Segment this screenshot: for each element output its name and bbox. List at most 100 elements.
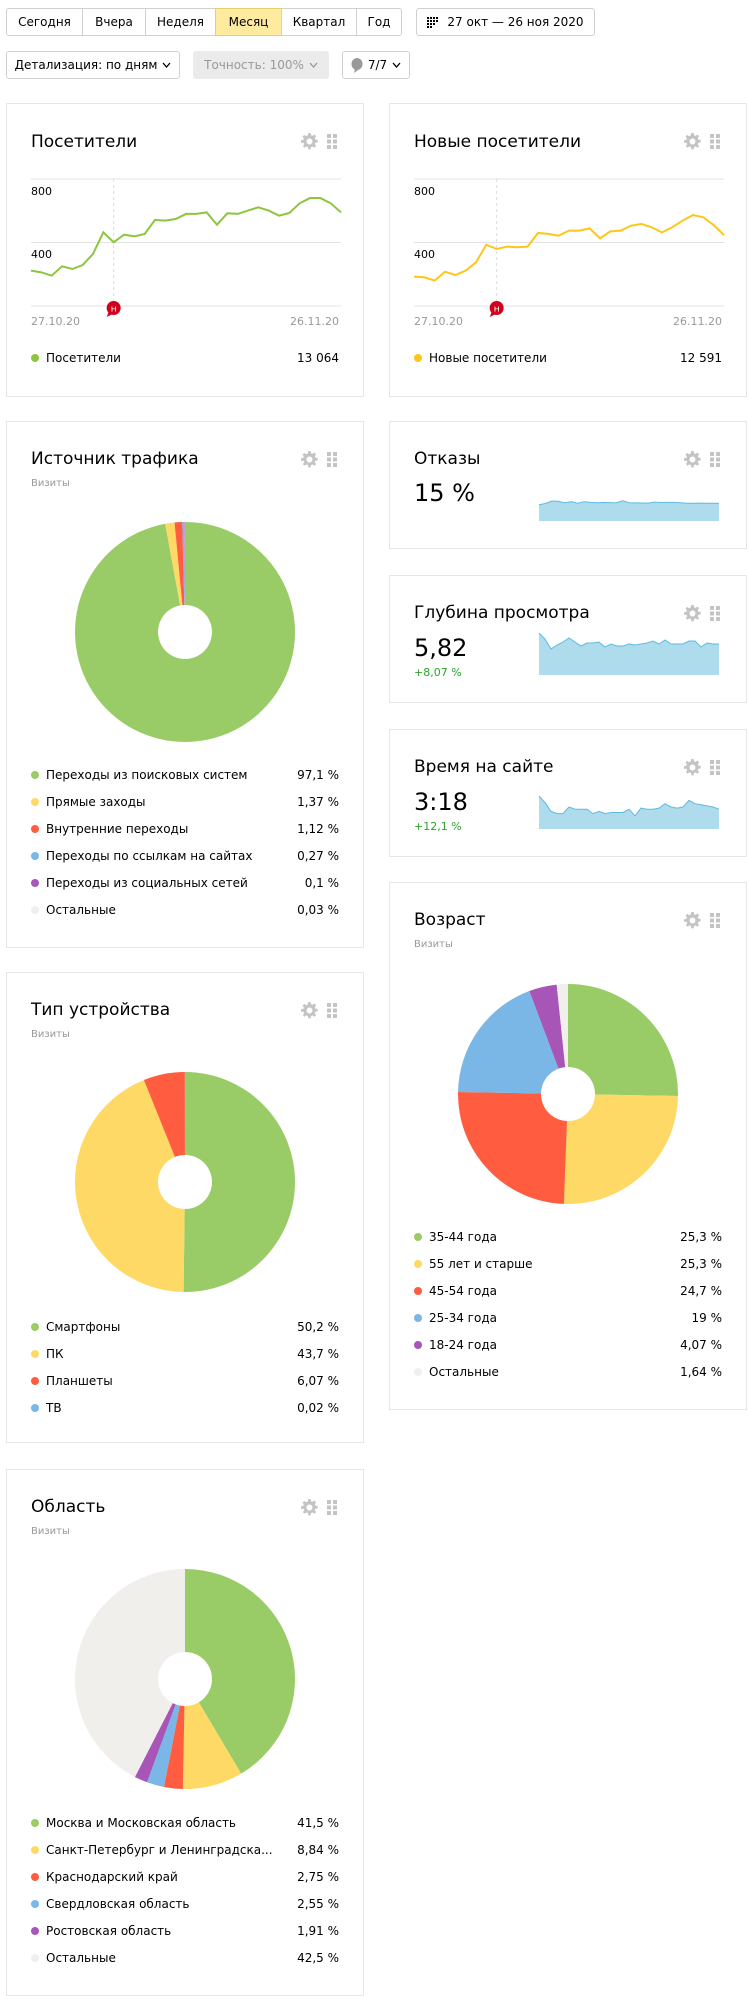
legend-dot: [31, 1323, 39, 1331]
pie-slice[interactable]: [147, 1679, 185, 1787]
pie-slice[interactable]: [185, 1569, 295, 1774]
drag-handle-icon[interactable]: [710, 913, 720, 928]
legend-item[interactable]: Посетители 13 064: [31, 349, 339, 367]
legend-item[interactable]: Москва и Московская область 41,5 %: [31, 1814, 339, 1832]
pie-slice[interactable]: [74, 1569, 185, 1777]
legend-item[interactable]: 35-44 года 25,3 %: [414, 1228, 722, 1246]
legend-value: 13 064: [297, 351, 339, 365]
drag-handle-icon[interactable]: [710, 760, 720, 775]
pie-slice[interactable]: [184, 522, 185, 632]
legend-label: Краснодарский край: [46, 1870, 178, 1884]
legend-item[interactable]: ТВ 0,02 %: [31, 1399, 339, 1417]
period-week-button[interactable]: Неделя: [145, 8, 216, 36]
legend-item[interactable]: Переходы по ссылкам на сайтах 0,27 %: [31, 847, 339, 865]
settings-gear-icon[interactable]: [684, 451, 701, 468]
pie-slice[interactable]: [556, 984, 568, 1094]
legend-label: Переходы из социальных сетей: [46, 876, 248, 890]
legend-dot: [414, 1233, 422, 1241]
detail-dropdown[interactable]: Детализация: по дням: [6, 51, 180, 79]
legend-value: 97,1 %: [297, 768, 339, 782]
legend-item[interactable]: Остальные 1,64 %: [414, 1363, 722, 1381]
legend-item[interactable]: Остальные 0,03 %: [31, 901, 339, 919]
widget-title: Источник трафика: [31, 449, 199, 469]
segments-dropdown[interactable]: 7/7: [342, 51, 410, 79]
legend-value: 2,55 %: [297, 1897, 339, 1911]
chevron-down-icon: [162, 62, 171, 68]
legend-item[interactable]: 18-24 года 4,07 %: [414, 1336, 722, 1354]
legend-dot: [31, 1927, 39, 1935]
legend-item[interactable]: ПК 43,7 %: [31, 1345, 339, 1363]
accuracy-dropdown[interactable]: Точность: 100%: [193, 51, 329, 79]
pie-slice[interactable]: [165, 522, 185, 632]
legend-dot: [31, 879, 39, 887]
pie-slice[interactable]: [568, 984, 678, 1097]
holiday-marker[interactable]: н: [106, 301, 121, 317]
period-today-button[interactable]: Сегодня: [6, 8, 83, 36]
legend-value: 42,5 %: [297, 1951, 339, 1965]
legend-dot: [414, 354, 422, 362]
legend-dot: [31, 354, 39, 362]
period-year-button[interactable]: Год: [356, 8, 402, 36]
holiday-label: н: [494, 305, 500, 315]
drag-handle-icon[interactable]: [710, 452, 720, 467]
legend-item[interactable]: 45-54 года 24,7 %: [414, 1282, 722, 1300]
legend-item[interactable]: Планшеты 6,07 %: [31, 1372, 339, 1390]
legend-item[interactable]: Внутренние переходы 1,12 %: [31, 820, 339, 838]
period-quarter-button[interactable]: Квартал: [281, 8, 357, 36]
legend-value: 1,64 %: [680, 1365, 722, 1379]
settings-gear-icon[interactable]: [301, 133, 318, 150]
legend-item[interactable]: Новые посетители 12 591: [414, 349, 722, 367]
legend-item[interactable]: 25-34 года 19 %: [414, 1309, 722, 1327]
legend-item[interactable]: Переходы из поисковых систем 97,1 %: [31, 766, 339, 784]
pie-slice[interactable]: [458, 1091, 568, 1204]
pie-slice[interactable]: [183, 1072, 296, 1292]
settings-gear-icon[interactable]: [301, 1002, 318, 1019]
pie-slice[interactable]: [458, 991, 568, 1094]
drag-handle-icon[interactable]: [327, 452, 337, 467]
period-yesterday-button[interactable]: Вчера: [82, 8, 146, 36]
legend-item[interactable]: Свердловская область 2,55 %: [31, 1895, 339, 1913]
pie-hole: [158, 1652, 212, 1706]
holiday-marker[interactable]: н: [489, 301, 504, 317]
pie-slice[interactable]: [529, 984, 568, 1094]
settings-gear-icon[interactable]: [684, 912, 701, 929]
legend-dot: [31, 1404, 39, 1412]
sparkline-line: [538, 500, 720, 506]
pie-slice[interactable]: [174, 522, 185, 632]
legend-item[interactable]: Остальные 42,5 %: [31, 1949, 339, 1967]
legend-value: 19 %: [691, 1311, 723, 1325]
legend-item[interactable]: Ростовская область 1,91 %: [31, 1922, 339, 1940]
drag-handle-icon[interactable]: [327, 1500, 337, 1515]
legend-item[interactable]: 55 лет и старше 25,3 %: [414, 1255, 722, 1273]
legend-item[interactable]: Прямые заходы 1,37 %: [31, 793, 339, 811]
settings-gear-icon[interactable]: [301, 1499, 318, 1516]
pie-slice[interactable]: [563, 1094, 678, 1204]
x-end-label: 26.11.20: [290, 315, 339, 328]
settings-gear-icon[interactable]: [301, 451, 318, 468]
settings-gear-icon[interactable]: [684, 133, 701, 150]
drag-handle-icon[interactable]: [710, 606, 720, 621]
legend-item[interactable]: Смартфоны 50,2 %: [31, 1318, 339, 1336]
pie-slice[interactable]: [182, 1679, 242, 1789]
legend-label: Планшеты: [46, 1374, 113, 1388]
legend-label: 18-24 года: [429, 1338, 497, 1352]
drag-handle-icon[interactable]: [327, 1003, 337, 1018]
pie-slice[interactable]: [75, 1079, 185, 1292]
bounce-widget: Отказы 15 %: [389, 421, 747, 549]
pie-slice[interactable]: [182, 522, 185, 632]
pie-slice[interactable]: [134, 1679, 185, 1783]
period-month-button[interactable]: Месяц: [215, 8, 282, 36]
legend-item[interactable]: Санкт-Петербург и Ленинградска... 8,84 %: [31, 1841, 339, 1859]
settings-gear-icon[interactable]: [684, 759, 701, 776]
widget-title: Новые посетители: [414, 132, 582, 152]
legend-item[interactable]: Переходы из социальных сетей 0,1 %: [31, 874, 339, 892]
legend-item[interactable]: Краснодарский край 2,75 %: [31, 1868, 339, 1886]
legend-dot: [31, 1846, 39, 1854]
date-range-button[interactable]: 27 окт — 26 ноя 2020: [416, 8, 595, 36]
pie-slice[interactable]: [143, 1072, 185, 1182]
drag-handle-icon[interactable]: [327, 134, 337, 149]
pie-slice[interactable]: [163, 1679, 185, 1789]
settings-gear-icon[interactable]: [684, 605, 701, 622]
pie-chart: [75, 522, 295, 742]
drag-handle-icon[interactable]: [710, 134, 720, 149]
